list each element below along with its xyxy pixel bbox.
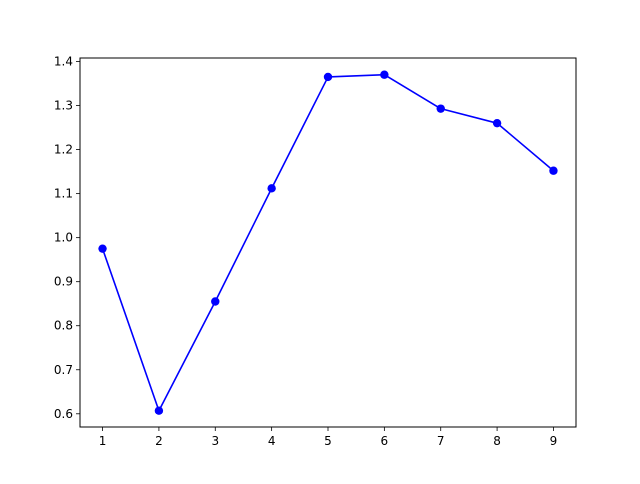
x-tick-label: 8 — [493, 434, 501, 448]
data-point — [549, 166, 558, 175]
data-point — [436, 104, 445, 113]
y-tick-label: 1.1 — [54, 187, 73, 201]
data-point — [492, 118, 502, 128]
y-tick-label: 0.7 — [54, 363, 73, 377]
y-tick-label: 0.8 — [54, 319, 73, 333]
x-tick-label: 2 — [155, 434, 163, 448]
x-tick-label: 5 — [324, 434, 332, 448]
data-point — [154, 406, 164, 415]
y-tick-label: 1.4 — [54, 55, 73, 69]
data-point — [267, 184, 276, 193]
y-tick-label: 0.9 — [54, 275, 73, 289]
y-tick-label: 1.3 — [54, 99, 73, 113]
y-tick-label: 0.6 — [54, 407, 73, 421]
data-point — [211, 297, 220, 306]
x-tick-label: 6 — [381, 434, 389, 448]
x-tick-label: 9 — [550, 434, 558, 448]
y-tick-label: 1.2 — [54, 143, 73, 157]
x-tick-label: 1 — [99, 434, 107, 448]
y-tick-label: 1.0 — [54, 231, 73, 245]
x-tick-label: 7 — [437, 434, 445, 448]
plot-area-frame — [79, 57, 577, 428]
x-tick-label: 4 — [268, 434, 276, 448]
series-line — [101, 73, 554, 412]
data-point — [323, 72, 333, 82]
x-tick-label: 3 — [211, 434, 219, 448]
data-point — [98, 244, 107, 253]
data-point — [380, 70, 389, 79]
